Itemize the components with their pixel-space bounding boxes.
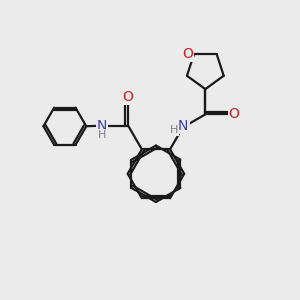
Text: N: N bbox=[178, 119, 188, 133]
Text: H: H bbox=[98, 130, 106, 140]
Text: O: O bbox=[229, 107, 240, 122]
Text: O: O bbox=[123, 90, 134, 104]
Text: O: O bbox=[182, 47, 193, 61]
Text: N: N bbox=[97, 118, 107, 133]
Text: H: H bbox=[169, 125, 178, 135]
